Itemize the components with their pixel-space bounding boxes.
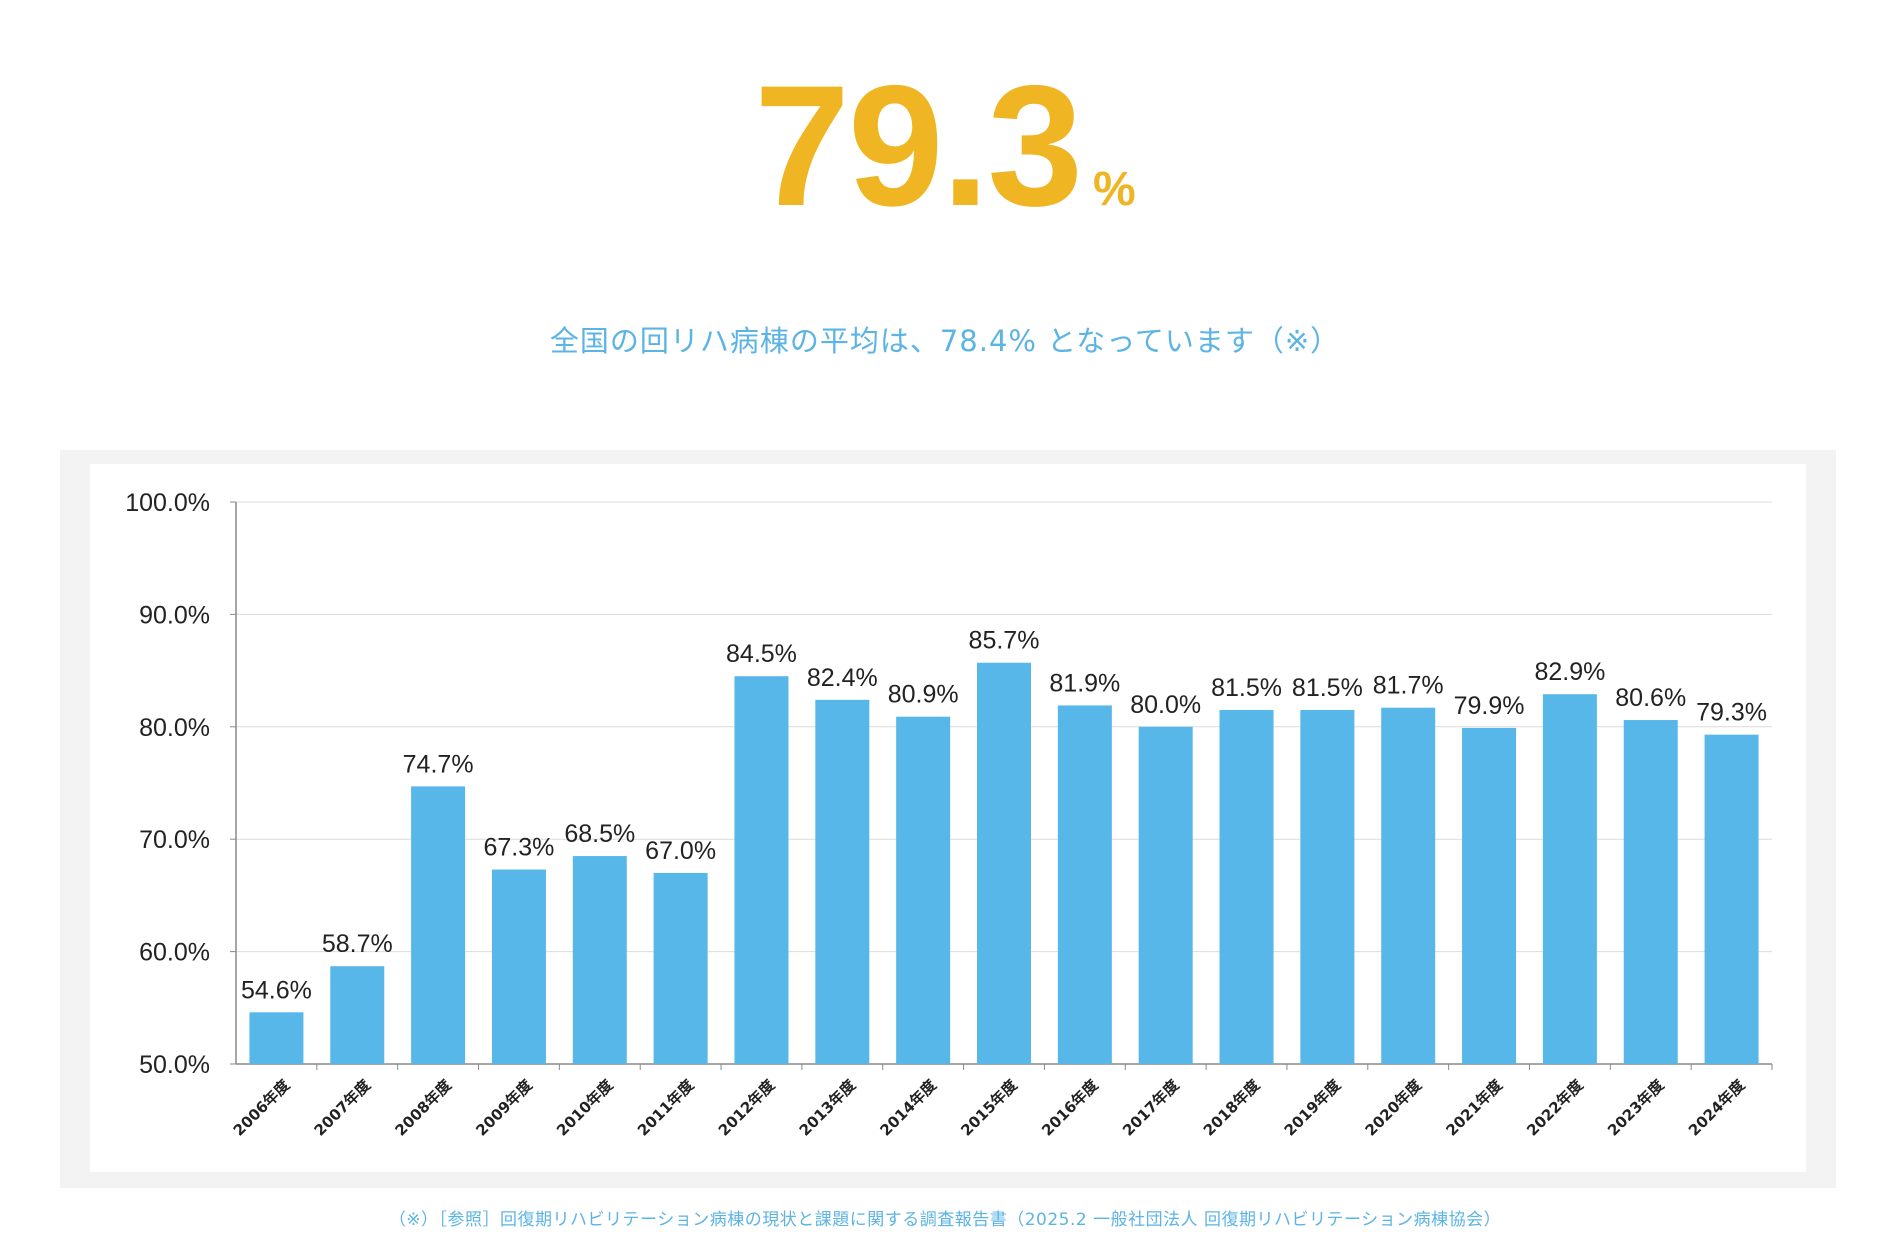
x-category-label: 2014年度 [877,1075,941,1139]
bar-2008年度 [411,786,466,1064]
chart-panel: 100.0% 90.0% 80.0% 70.0% 60.0% 50.0% 54.6% 2006… [90,464,1806,1172]
bar-chart: 100.0% 90.0% 80.0% 70.0% 60.0% 50.0% 54.6% 2006… [125,489,1773,1140]
bar-2021年度 [1462,727,1517,1064]
y-tick-label: 90.0% [139,601,210,629]
data-label: 84.5% [726,640,797,668]
bar-2020年度 [1381,707,1436,1064]
source-footnote: （※）［参照］回復期リハビリテーション病棟の現状と課題に関する調査報告書（202… [388,1210,1502,1230]
bar-2012年度 [734,676,789,1064]
x-category-label: 2015年度 [957,1075,1021,1139]
national-average-note: 全国の回リハ病棟の平均は、78.4% となっています（※） [549,324,1341,358]
data-label: 85.7% [969,627,1040,655]
bar-2019年度 [1300,709,1355,1064]
data-label: 67.0% [645,837,716,865]
data-label: 81.5% [1211,674,1282,702]
bar-2013年度 [815,699,870,1064]
hero-unit: % [1093,163,1136,216]
bar-2007年度 [330,966,385,1064]
data-label: 79.9% [1454,692,1525,720]
data-label: 80.9% [888,681,959,709]
data-label: 81.9% [1049,669,1120,697]
hero-stat: 79.3% [0,60,1890,232]
x-category-label: 2022年度 [1523,1075,1587,1139]
data-label: 81.5% [1292,674,1363,702]
bar-2017年度 [1138,726,1193,1064]
x-category-label: 2019年度 [1281,1075,1345,1139]
x-category-label: 2009年度 [472,1075,536,1139]
hero-value: 79.3 [754,50,1083,242]
x-category-label: 2008年度 [391,1075,455,1139]
bar-2011年度 [653,872,708,1064]
bar-2024年度 [1704,734,1759,1064]
bar-2010年度 [572,856,627,1064]
y-tick-label: 60.0% [139,939,210,967]
data-label: 80.6% [1615,684,1686,712]
x-category-label: 2017年度 [1119,1075,1183,1139]
x-category-label: 2016年度 [1038,1075,1102,1139]
data-label: 82.4% [807,664,878,692]
x-category-label: 2024年度 [1685,1075,1749,1139]
data-label: 74.7% [403,750,474,778]
x-category-label: 2006年度 [230,1075,294,1139]
x-category-label: 2013年度 [796,1075,860,1139]
y-tick-label: 70.0% [139,826,210,854]
data-label: 68.5% [564,820,635,848]
chart-frame: 100.0% 90.0% 80.0% 70.0% 60.0% 50.0% 54.6% 2006… [60,450,1836,1188]
bar-2018年度 [1219,709,1274,1064]
data-label: 81.7% [1373,672,1444,700]
y-tick-label: 100.0% [125,489,210,517]
bar-2022年度 [1542,694,1597,1064]
x-category-label: 2011年度 [634,1075,698,1139]
y-tick-label: 80.0% [139,714,210,742]
bar-2009年度 [491,869,546,1064]
data-label: 79.3% [1696,699,1767,727]
x-category-label: 2010年度 [553,1075,617,1139]
x-category-label: 2021年度 [1442,1075,1506,1139]
x-category-label: 2023年度 [1604,1075,1668,1139]
data-label: 80.0% [1130,691,1201,719]
bar-2016年度 [1057,705,1112,1064]
x-category-label: 2018年度 [1200,1075,1264,1139]
bar-2006年度 [249,1012,304,1064]
bar-2023年度 [1623,720,1678,1064]
x-category-label: 2012年度 [715,1075,779,1139]
bar-2014年度 [896,716,951,1064]
bar-2015年度 [977,662,1031,1064]
data-label: 82.9% [1534,658,1605,686]
data-label: 54.6% [241,976,312,1004]
data-label: 67.3% [484,834,555,862]
x-category-label: 2007年度 [311,1075,375,1139]
x-category-label: 2020年度 [1362,1075,1426,1139]
y-tick-label: 50.0% [139,1051,210,1079]
data-label: 58.7% [322,930,393,958]
